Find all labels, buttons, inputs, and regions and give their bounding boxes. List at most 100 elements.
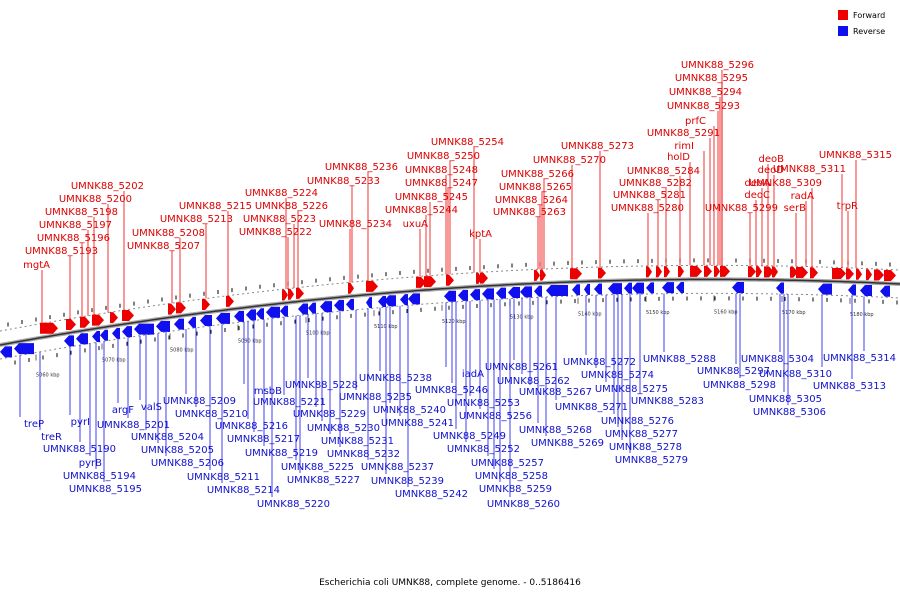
forward-gene-label: UMNK88_5264 — [495, 195, 568, 206]
reverse-gene — [632, 282, 644, 294]
reverse-gene — [408, 293, 420, 305]
forward-gene-label: UMNK88_5295 — [675, 73, 748, 84]
reverse-gene-label: UMNK88_5267 — [519, 387, 592, 398]
reverse-gene-label: UMNK88_5276 — [601, 416, 674, 427]
kbp-label: 5170 kbp — [782, 310, 806, 316]
reverse-gene — [266, 306, 280, 318]
reverse-gene-label: UMNK88_5297 — [697, 366, 770, 377]
forward-gene — [282, 289, 288, 301]
forward-gene — [168, 303, 176, 315]
reverse-gene-label: UMNK88_5271 — [555, 402, 628, 413]
reverse-gene — [400, 294, 408, 306]
reverse-gene-label: UMNK88_5298 — [703, 380, 776, 391]
forward-gene — [832, 268, 846, 280]
reverse-gene — [482, 288, 494, 300]
reverse-gene — [594, 283, 602, 295]
kbp-label: 5070 kbp — [102, 358, 126, 364]
forward-gene — [66, 319, 76, 331]
reverse-gene-label: UMNK88_5201 — [97, 420, 170, 431]
reverse-gene-label: UMNK88_5258 — [475, 471, 548, 482]
forward-gene-label: trpR — [837, 201, 858, 212]
reverse-gene — [298, 303, 308, 315]
forward-gene — [296, 287, 304, 299]
forward-gene-label: uxuA — [403, 219, 429, 230]
reverse-gene-label: UMNK88_5305 — [749, 394, 822, 405]
reverse-gene-label: UMNK88_5274 — [581, 370, 654, 381]
forward-gene-label: UMNK88_5263 — [493, 207, 566, 218]
genome-axis-shadow — [0, 277, 900, 347]
forward-gene-label: UMNK88_5281 — [613, 190, 686, 201]
reverse-gene — [156, 320, 170, 332]
kbp-label: 5140 kbp — [578, 312, 602, 318]
forward-gene-label: UMNK88_5315 — [819, 150, 892, 161]
reverse-gene-label: msbB — [254, 386, 282, 397]
reverse-gene — [662, 282, 674, 294]
forward-gene — [366, 280, 378, 292]
reverse-gene-label: UMNK88_5272 — [563, 357, 636, 368]
reverse-gene-label: UMNK88_5261 — [485, 362, 558, 373]
forward-gene — [646, 266, 652, 278]
forward-gene-label: UMNK88_5236 — [325, 162, 398, 173]
reverse-gene — [14, 343, 34, 355]
reverse-gene — [256, 308, 264, 320]
forward-gene-label: UMNK88_5299 — [705, 203, 778, 214]
forward-gene-label: UMNK88_5223 — [243, 214, 316, 225]
reverse-gene — [334, 299, 344, 311]
forward-gene-label: deoD — [758, 165, 785, 176]
reverse-gene-label: UMNK88_5195 — [69, 484, 142, 495]
reverse-gene-label: UMNK88_5238 — [359, 373, 432, 384]
forward-gene — [226, 295, 234, 307]
legend-reverse-label: Reverse — [853, 26, 886, 36]
forward-gene-label: UMNK88_5284 — [627, 166, 700, 177]
forward-gene — [202, 299, 210, 311]
reverse-gene — [200, 315, 212, 327]
forward-gene — [756, 266, 762, 278]
reverse-gene-label: UMNK88_5194 — [63, 471, 136, 482]
forward-gene-label: UMNK88_5197 — [39, 220, 112, 231]
reverse-gene-label: pyrB — [79, 458, 102, 469]
forward-gene-label: UMNK88_5282 — [619, 178, 692, 189]
forward-gene-label: UMNK88_5202 — [71, 181, 144, 192]
forward-gene-label: holD — [667, 152, 690, 163]
reverse-gene-label: UMNK88_5214 — [207, 485, 280, 496]
forward-gene-label: UMNK88_5250 — [407, 151, 480, 162]
reverse-gene-label: UMNK88_5246 — [415, 385, 488, 396]
forward-gene-label: UMNK88_5294 — [669, 87, 742, 98]
reverse-gene — [92, 330, 100, 342]
reverse-gene-label: UMNK88_5211 — [187, 472, 260, 483]
forward-gene-label: UMNK88_5266 — [501, 169, 574, 180]
reverse-gene-label: UMNK88_5210 — [175, 409, 248, 420]
forward-gene-label: UMNK88_5265 — [499, 182, 572, 193]
forward-gene-label: UMNK88_5254 — [431, 137, 504, 148]
reverse-gene-label: UMNK88_5229 — [293, 409, 366, 420]
reverse-gene-label: UMNK88_5304 — [741, 354, 814, 365]
reverse-gene-label: UMNK88_5269 — [531, 438, 604, 449]
reverse-gene — [366, 297, 372, 309]
kbp-label: 5180 kbp — [850, 312, 874, 318]
reverse-gene-label: UMNK88_5257 — [471, 458, 544, 469]
reverse-gene-label: UMNK88_5190 — [43, 444, 116, 455]
forward-gene — [704, 265, 712, 277]
reverse-gene-label: UMNK88_5204 — [131, 432, 204, 443]
kbp-label: 5090 kbp — [238, 338, 262, 344]
forward-gene-label: UMNK88_5226 — [255, 201, 328, 212]
reverse-gene — [880, 285, 890, 297]
reverse-gene — [584, 283, 590, 295]
forward-gene-label: UMNK88_5247 — [405, 178, 478, 189]
forward-gene — [480, 272, 488, 284]
forward-gene-label: UMNK88_5234 — [319, 219, 392, 230]
reverse-gene — [572, 284, 580, 296]
reverse-gene — [732, 281, 744, 293]
forward-gene-label: UMNK88_5273 — [561, 141, 634, 152]
reverse-gene-label: UMNK88_5260 — [487, 499, 560, 510]
reverse-gene-label: UMNK88_5205 — [141, 445, 214, 456]
reverse-gene-label: treP — [24, 419, 44, 430]
reverse-gene-label: UMNK88_5249 — [433, 431, 506, 442]
forward-gene-label: UMNK88_5233 — [307, 176, 380, 187]
forward-gene — [92, 314, 104, 326]
forward-gene-label: UMNK88_5270 — [533, 155, 606, 166]
reverse-gene — [470, 289, 480, 301]
forward-gene — [846, 268, 854, 280]
reverse-gene — [496, 287, 506, 299]
